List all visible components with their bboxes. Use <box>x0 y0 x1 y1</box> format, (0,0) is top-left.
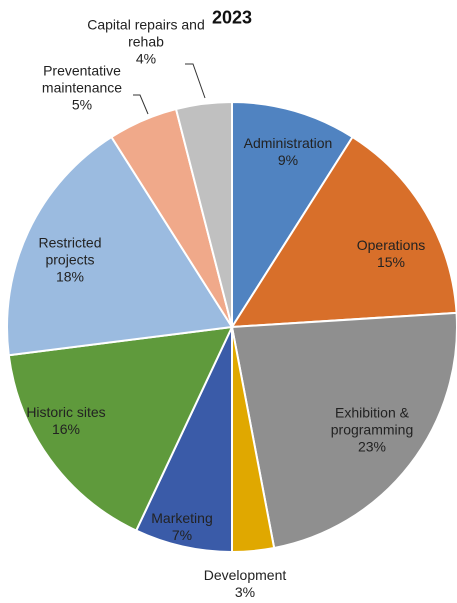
slice-label: Exhibition & programming 23% <box>312 405 432 456</box>
slice-label: Preventative maintenance 5% <box>27 63 137 114</box>
pie-slice <box>230 311 457 550</box>
slice-label: Capital repairs and rehab 4% <box>86 17 206 68</box>
value-label: 15% <box>376 254 406 270</box>
value-label: 18% <box>55 268 85 285</box>
category-label: Restricted projects <box>38 234 102 268</box>
category-label: Development <box>203 567 287 583</box>
category-label: Marketing <box>151 510 213 526</box>
value-label: 16% <box>51 421 81 437</box>
slice-label: Historic sites 16% <box>11 404 121 438</box>
value-label: 9% <box>277 152 299 168</box>
pie-slice <box>230 135 457 329</box>
chart-title: 2023 <box>211 7 253 28</box>
slice-label: Administration 9% <box>223 135 353 169</box>
slice-label: Marketing 7% <box>132 510 232 544</box>
category-label: Operations <box>356 237 426 253</box>
value-label: 3% <box>234 584 256 600</box>
leader-line <box>185 63 206 99</box>
category-label: Exhibition & programming <box>330 404 414 438</box>
category-label: Administration <box>243 135 333 151</box>
pie-slice <box>6 135 234 357</box>
pie-slice <box>7 325 234 532</box>
slice-label: Development 3% <box>180 567 310 601</box>
value-label: 4% <box>135 50 157 67</box>
slice-label: Restricted projects 18% <box>25 235 115 286</box>
leader-line <box>133 94 149 115</box>
value-label: 5% <box>71 96 93 113</box>
value-label: 7% <box>171 527 193 543</box>
category-label: Historic sites <box>26 404 106 420</box>
slice-label: Operations 15% <box>326 237 456 271</box>
category-label: Preventative maintenance <box>41 62 123 96</box>
category-label: Capital repairs and rehab <box>87 16 205 50</box>
pie-slice <box>174 100 233 328</box>
value-label: 23% <box>357 438 387 455</box>
pie-slice <box>231 100 354 331</box>
